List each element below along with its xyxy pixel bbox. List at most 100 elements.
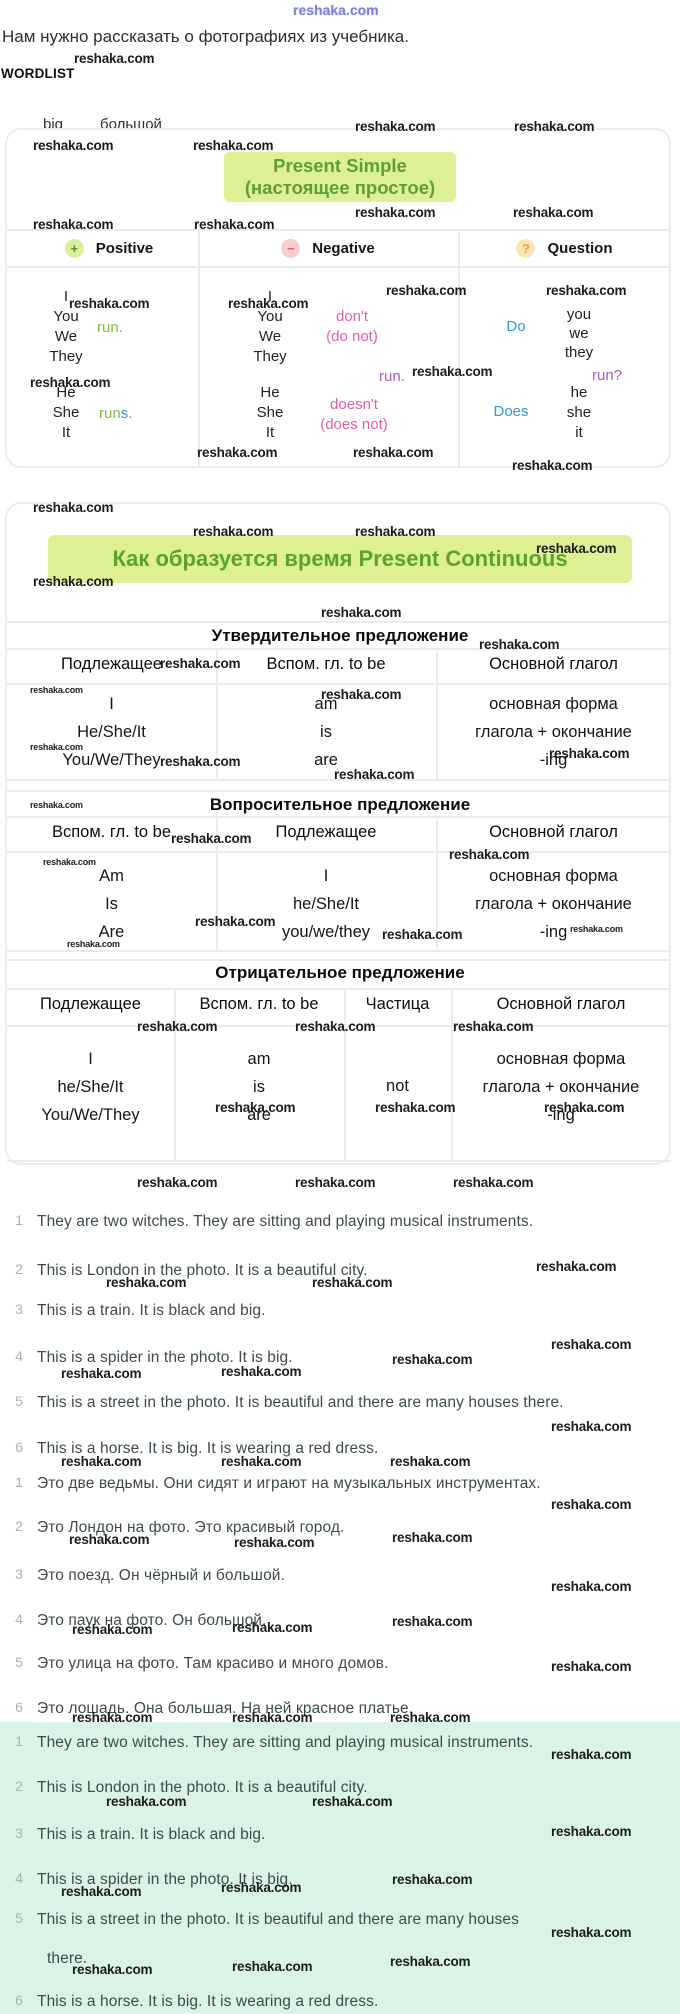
negative-aux-1: don't (do not) <box>298 307 406 347</box>
answer-item: 1 They are two witches. They are sitting … <box>8 1732 533 1754</box>
table-cell-line: -ing <box>547 1106 575 1124</box>
watermark: reshaka.com <box>221 1880 302 1895</box>
item-number: 3 <box>15 1825 23 1841</box>
pronoun: We <box>258 328 282 345</box>
watermark: reshaka.com <box>353 445 434 460</box>
item-text: They are two witches. They are sitting a… <box>37 1213 534 1230</box>
divider <box>7 790 671 792</box>
watermark: reshaka.com <box>536 1259 617 1274</box>
divider <box>7 851 671 853</box>
pronoun: She <box>256 404 284 421</box>
watermark: reshaka.com <box>546 283 627 298</box>
question-aux-1: Do <box>506 318 526 335</box>
table-cell-line: are <box>314 751 338 769</box>
divider <box>216 648 218 779</box>
watermark: reshaka.com <box>171 831 252 846</box>
item-text: Это паук на фото. Он большой. <box>37 1612 267 1629</box>
answer-item: 6 This is a horse. It is big. It is weari… <box>8 1991 378 2013</box>
table-cell-line: I <box>88 1050 93 1068</box>
item-text: They are two witches. They are sitting a… <box>37 1734 534 1751</box>
column-header: Основной глагол <box>489 655 618 673</box>
aux-cell: am is are <box>216 690 436 774</box>
brand-watermark: reshaka.com <box>293 2 379 18</box>
sentence-item-en: 2 This is London in the photo. It is a be… <box>8 1260 368 1282</box>
watermark: reshaka.com <box>355 205 436 220</box>
table-cell-line: he/She/It <box>57 1078 124 1096</box>
table-cell-line: основная форма <box>489 867 618 885</box>
question-pronouns-1: you we they <box>532 305 626 362</box>
sentence-item-en: 4 This is a spider in the photo. It is bi… <box>8 1347 293 1369</box>
watermark: reshaka.com <box>33 500 114 515</box>
pronoun: You <box>53 308 79 325</box>
item-number: 4 <box>15 1348 23 1364</box>
divider <box>7 816 671 818</box>
item-text: This is a street in the photo. It is bea… <box>37 1394 564 1411</box>
watermark: reshaka.com <box>33 138 114 153</box>
pronoun: he <box>570 384 588 401</box>
pronoun: she <box>566 404 592 421</box>
divider <box>7 683 671 685</box>
divider <box>216 816 218 950</box>
watermark: reshaka.com <box>382 927 463 942</box>
item-text: This is a spider in the photo. It is big… <box>37 1349 293 1366</box>
negative-aux-2: doesn't (does not) <box>298 395 410 435</box>
table-cell-line: -ing <box>539 751 568 769</box>
divider <box>7 1025 671 1027</box>
positive-pronouns-2: He She It <box>14 383 118 443</box>
table-cell-line: is <box>320 723 332 741</box>
aux-short: don't <box>335 308 369 325</box>
divider <box>7 988 671 990</box>
watermark: reshaka.com <box>69 1532 150 1547</box>
watermark: reshaka.com <box>72 1622 153 1637</box>
watermark: reshaka.com <box>412 364 493 379</box>
watermark: reshaka.com <box>234 1535 315 1550</box>
watermark: reshaka.com <box>312 1794 393 1809</box>
table-cell-line: he/She/It <box>292 895 360 913</box>
intro-text: Нам нужно рассказать о фотографиях из уч… <box>2 27 409 46</box>
watermark: reshaka.com <box>514 119 595 134</box>
verb-cell: основная форма глагола + окончание -ing <box>436 690 671 774</box>
table-cell-line: He/She/It <box>77 723 146 741</box>
watermark: reshaka.com <box>551 1925 632 1940</box>
table-cell-line: are <box>247 1106 271 1124</box>
answer-item: 3 This is a train. It is black and big. <box>8 1824 266 1846</box>
watermark: reshaka.com <box>61 1366 142 1381</box>
item-text: This is a street in the photo. It is bea… <box>37 1911 519 1928</box>
watermark: reshaka.com <box>512 458 593 473</box>
pronoun: It <box>265 424 275 441</box>
item-number: 3 <box>15 1566 23 1582</box>
sentence-item-en: 3 This is a train. It is black and big. <box>8 1300 266 1322</box>
negative-pronouns-2: He She It <box>218 383 322 443</box>
watermark: reshaka.com <box>390 1454 471 1469</box>
table-cell-line: You/We/They <box>62 751 161 769</box>
sentence-item-en: 5 This is a street in the photo. It is be… <box>8 1392 564 1414</box>
verb-cell: основная форма глагола + окончание -ing <box>451 1045 671 1129</box>
watermark: reshaka.com <box>215 1100 296 1115</box>
aux-short: doesn't <box>330 396 378 413</box>
negative-verb: run. <box>379 368 405 385</box>
pronoun: He <box>260 384 280 401</box>
watermark: reshaka.com <box>221 1364 302 1379</box>
divider <box>7 779 671 781</box>
watermark: reshaka.com <box>392 1530 473 1545</box>
subject-cell: I he/She/It You/We/They <box>7 1045 174 1129</box>
watermark: reshaka.com <box>197 445 278 460</box>
watermark: reshaka.com <box>570 924 623 934</box>
pronoun: She <box>52 404 80 421</box>
watermark: reshaka.com <box>390 1710 471 1725</box>
watermark: reshaka.com <box>43 857 96 867</box>
watermark: reshaka.com <box>67 939 120 949</box>
sentence-item-ru: 2 Это Лондон на фото. Это красивый город. <box>8 1517 344 1539</box>
column-header: Подлежащее <box>275 823 377 841</box>
negative-table-title: Отрицательное предложение <box>215 963 465 982</box>
watermark: reshaka.com <box>106 1275 187 1290</box>
item-number: 2 <box>15 1261 23 1277</box>
present-continuous-card <box>5 502 671 1165</box>
watermark: reshaka.com <box>30 742 83 752</box>
item-text: This is a train. It is black and big. <box>37 1302 266 1319</box>
watermark: reshaka.com <box>321 687 402 702</box>
question-verb: run? <box>592 367 623 384</box>
watermark: reshaka.com <box>228 296 309 311</box>
table-cell-line: Are <box>98 923 125 941</box>
aux-cell: am is are <box>174 1045 344 1129</box>
